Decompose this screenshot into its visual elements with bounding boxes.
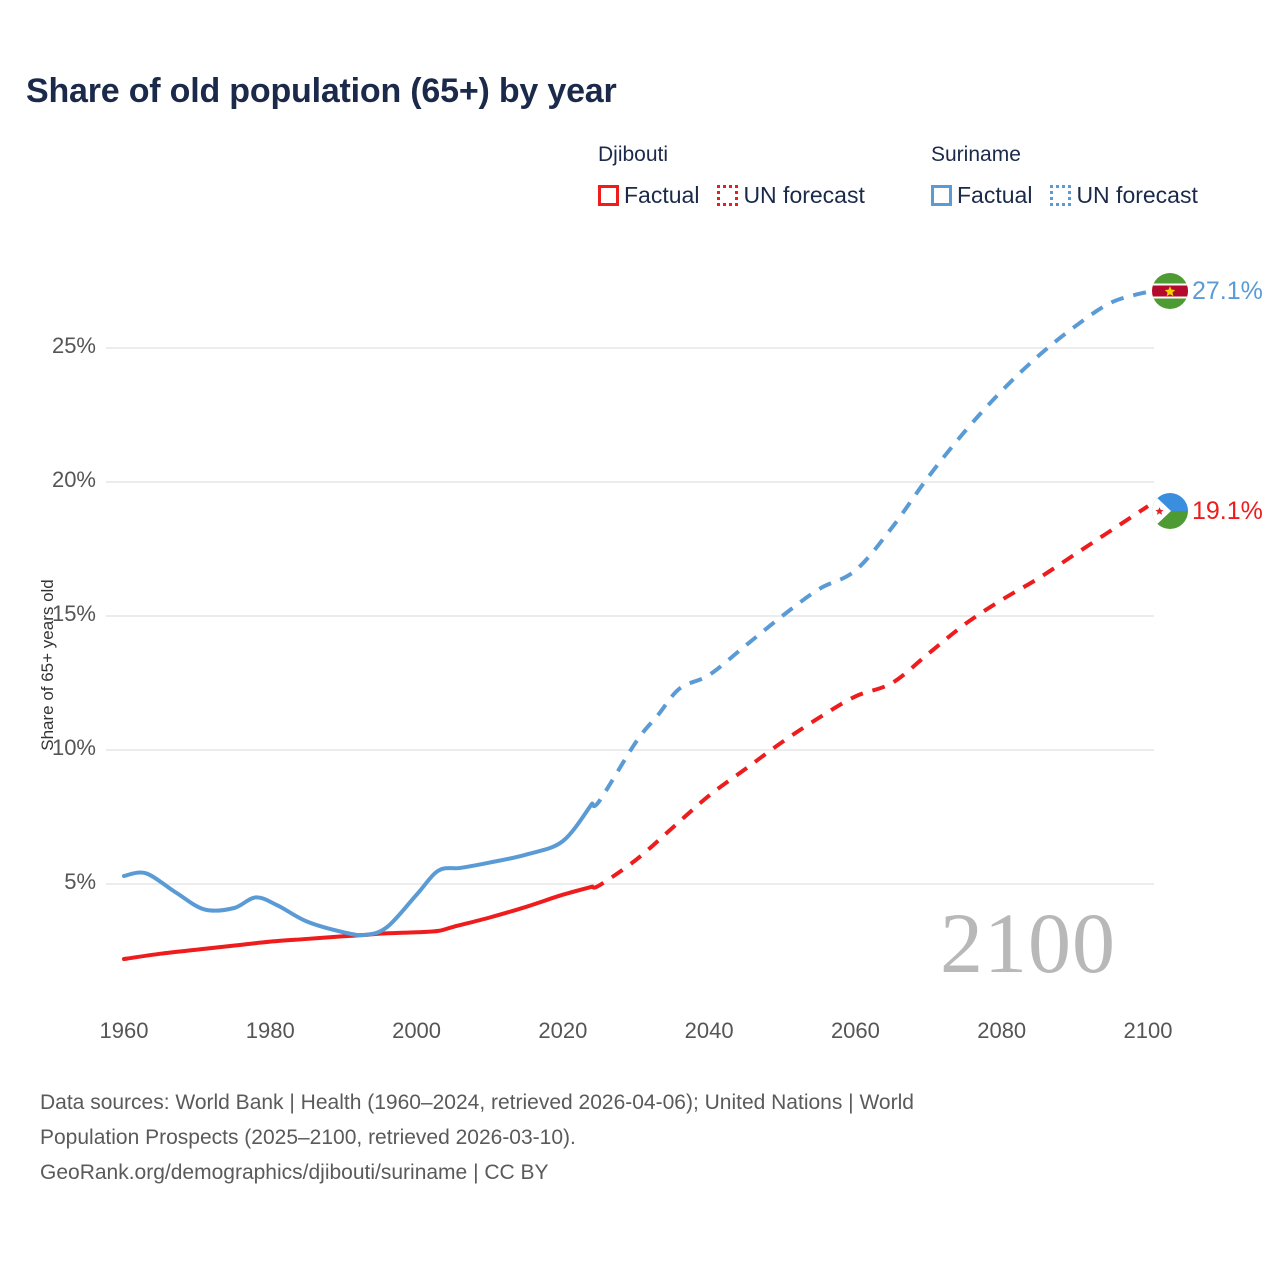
legend-group-suriname: Suriname Factual UN forecast bbox=[931, 142, 1198, 209]
y-tick-label: 5% bbox=[64, 869, 96, 894]
footer-line[interactable]: GeoRank.org/demographics/djibouti/surina… bbox=[40, 1161, 549, 1184]
legend-swatch-dotted bbox=[1050, 185, 1072, 206]
endpoint-value-label: 19.1% bbox=[1192, 496, 1263, 525]
x-tick-label: 2100 bbox=[1123, 1018, 1173, 1043]
series-line-factual-djibouti bbox=[122, 884, 595, 962]
legend-item-factual[interactable]: Factual bbox=[598, 182, 699, 209]
djibouti-flag-icon bbox=[1152, 493, 1188, 529]
x-tick-label: 1980 bbox=[245, 1018, 295, 1043]
endpoint-value-label: 27.1% bbox=[1192, 276, 1263, 305]
legend-swatch-solid bbox=[598, 185, 619, 206]
suriname-flag-icon bbox=[1152, 273, 1188, 309]
y-tick-label: 25% bbox=[51, 333, 96, 358]
legend-item-label: UN forecast bbox=[743, 182, 865, 208]
series-line-factual-suriname bbox=[122, 801, 595, 938]
legend-item-factual[interactable]: Factual bbox=[931, 182, 1032, 209]
legend-items: Factual UN forecast bbox=[931, 182, 1198, 209]
legend-swatch-solid bbox=[931, 185, 952, 206]
series-line-forecast-djibouti bbox=[591, 504, 1150, 890]
x-tick-label: 2080 bbox=[977, 1018, 1027, 1043]
x-tick-label: 2060 bbox=[830, 1018, 880, 1043]
y-tick-label: 15% bbox=[51, 601, 96, 626]
x-tick-label: 2020 bbox=[538, 1018, 588, 1043]
legend-country-label: Suriname bbox=[931, 143, 1021, 166]
plot-svg bbox=[106, 289, 1154, 962]
legend-item-un-forecast[interactable]: UN forecast bbox=[1050, 182, 1198, 209]
page-title: Share of old population (65+) by year bbox=[26, 72, 617, 110]
legend-item-label: Factual bbox=[957, 182, 1033, 208]
x-tick-label: 1960 bbox=[99, 1018, 149, 1043]
y-tick-label: 10% bbox=[51, 735, 96, 760]
legend-country-label: Djibouti bbox=[598, 143, 669, 166]
plot-area: Share of 65+ years old 2100 5% 10% 15% 20% 2… bbox=[38, 273, 1263, 1043]
series-line-forecast-suriname bbox=[590, 289, 1149, 809]
footer-sources: Data sources: World Bank | Health (1960–… bbox=[40, 1085, 1240, 1190]
x-tick-label: 2040 bbox=[684, 1018, 734, 1043]
legend-group-djibouti: Djibouti Factual UN forecast bbox=[598, 142, 865, 209]
legend-item-un-forecast[interactable]: UN forecast bbox=[717, 182, 865, 209]
x-tick-label: 2000 bbox=[392, 1018, 442, 1043]
legend-item-label: UN forecast bbox=[1076, 182, 1198, 208]
legend-item-label: Factual bbox=[624, 182, 700, 208]
footer-line: Population Prospects (2025–2100, retriev… bbox=[40, 1126, 576, 1149]
legend-items: Factual UN forecast bbox=[598, 182, 865, 209]
legend-swatch-dotted bbox=[717, 185, 739, 206]
djibouti-endpoint: 19.1% bbox=[1152, 493, 1263, 529]
year-watermark: 2100 bbox=[940, 895, 1116, 991]
chart-legend: Djibouti Factual UN forecast Suriname Factua… bbox=[598, 142, 1258, 220]
y-tick-label: 20% bbox=[51, 467, 96, 492]
suriname-endpoint: 27.1% bbox=[1152, 273, 1263, 309]
footer-line: Data sources: World Bank | Health (1960–… bbox=[40, 1091, 914, 1114]
